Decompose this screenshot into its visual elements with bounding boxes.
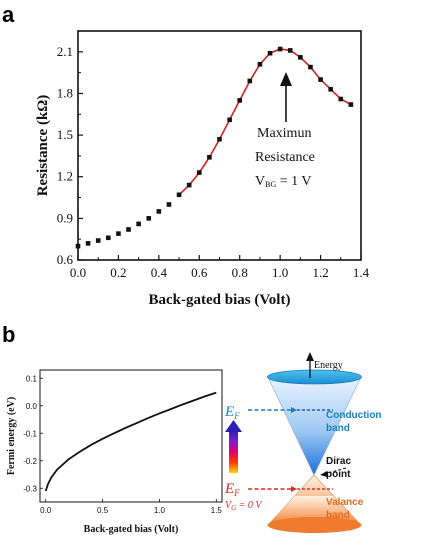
conduction-label-2: band [326,423,350,434]
chart-a-xtick-label: 1.4 [353,265,370,280]
fermi-energy-curve [44,391,217,492]
resistance-point [136,221,141,227]
resistance-point [348,102,354,107]
resistance-chart: 0.0 0.2 0.4 0.6 0.8 1.0 1.2 1.4 0.6 0.9 1.2 1.5 1.8 2… [35,30,370,308]
chart-b-xtick-label: 1.5 [211,506,223,515]
chart-a-xtick-label: 0.6 [191,265,208,280]
chart-b-xlabel: Back-gated bias (Volt) [84,524,179,535]
resistance-point [287,48,293,53]
resistance-point [277,46,283,52]
resistance-point [85,241,91,246]
resistance-point [257,62,263,67]
chart-a-ytick-label: 1.2 [57,169,73,184]
resistance-point [267,50,273,56]
resistance-point [146,216,152,221]
resistance-point [75,243,81,249]
chart-a-ytick-label: 1.5 [57,127,73,142]
chart-a-xlabel: Back-gated bias (Volt) [149,292,291,308]
chart-a-ylabel: Resistance (kΩ) [35,95,51,197]
chart-b-ytick-label: 0.1 [26,374,38,383]
chart-b-ytick-label: -0.1 [23,429,37,438]
resistance-point [227,117,232,123]
ef-lower-label: EF [224,481,240,498]
resistance-point [166,202,172,207]
valance-cone-filled [268,496,361,525]
chart-b-ytick-label: 0.0 [26,402,38,411]
chart-b-frame [39,369,223,503]
conduction-top-disk [267,369,362,385]
gate-sweep-bar [229,430,238,473]
chart-a-ytick-label: 0.6 [57,252,74,267]
resistance-point [247,78,253,84]
dirac-pointer-head [320,471,327,477]
dirac-pointer-line [323,467,347,475]
resistance-point [126,227,131,232]
chart-b-ytick-label: -0.3 [23,484,37,493]
resistance-point [116,231,121,236]
resistance-point [95,238,101,243]
annotation-line-3: VBG = 1 V [255,174,312,189]
chart-a-xtick-label: 0.8 [232,265,248,280]
chart-a-ytick-label: 0.9 [57,210,73,225]
ef-upper-arrowhead [291,407,297,413]
dirac-label-1: Dirac [326,456,351,467]
chart-a-xtick-label: 0.2 [110,265,126,280]
resistance-point [207,154,212,160]
resistance-point [338,96,344,102]
panel-a-letter: a [2,2,15,27]
resistance-point [196,170,202,175]
resistance-point [308,64,313,70]
resistance-point [318,77,323,82]
dirac-label-2: point [326,469,351,480]
ef-upper-label: EF [224,404,240,421]
resistance-point [156,209,162,214]
resistance-point [328,86,333,92]
chart-a-ticks: 0.0 0.2 0.4 0.6 0.8 1.0 1.2 1.4 0.6 0.9 1.2 1.5 1.8 2… [57,44,370,280]
annotation-arrow-head [280,72,292,86]
annotation-line-2: Resistance [255,150,315,165]
annotation-line-1: Maximun [257,126,311,141]
fit-line [178,48,352,196]
chart-a-ytick-label: 2.1 [57,44,73,59]
dirac-cone-diagram: Energy Conduction band Dirac point Valan… [224,352,382,533]
energy-arrow-head [306,352,314,361]
valance-bottom-disk [267,517,362,533]
chart-b-ylabel: Fermi energy (eV) [6,397,17,475]
fermi-energy-chart: 0.0 0.5 1.0 1.5 -0.3 -0.2 -0.1 0.0 0.1 Back-gate… [6,369,223,535]
conduction-label-1: Conduction [326,410,382,421]
resistance-point [298,55,303,60]
chart-a-xtick-label: 1.2 [312,265,328,280]
chart-b-xtick-label: 1.0 [154,506,166,515]
chart-a-xtick-label: 0.0 [70,265,86,280]
resistance-point [186,182,192,188]
vg-label: VG = 0 V [225,500,263,512]
chart-b-xtick-label: 0.5 [97,506,109,515]
chart-a-markers [75,46,354,249]
ef-lower-arrowhead [291,486,297,492]
chart-b-xtick-label: 0.0 [40,506,52,515]
chart-a-frame [77,30,362,261]
gate-sweep-arrowhead [225,420,242,432]
resistance-point [176,192,182,198]
panel-b-letter: b [2,322,15,347]
chart-b-ticks: 0.0 0.5 1.0 1.5 -0.3 -0.2 -0.1 0.0 0.1 [23,374,222,515]
valance-label-2: band [326,510,350,521]
chart-b-ytick-label: -0.2 [23,457,37,466]
chart-a-xtick-label: 0.4 [151,265,168,280]
resistance-point [237,98,243,103]
chart-a-ytick-label: 1.8 [57,85,73,100]
valance-label-1: Valance [326,497,364,508]
energy-label: Energy [314,360,343,371]
resistance-point [217,136,222,142]
resistance-point [106,235,111,241]
chart-a-xtick-label: 1.0 [272,265,288,280]
